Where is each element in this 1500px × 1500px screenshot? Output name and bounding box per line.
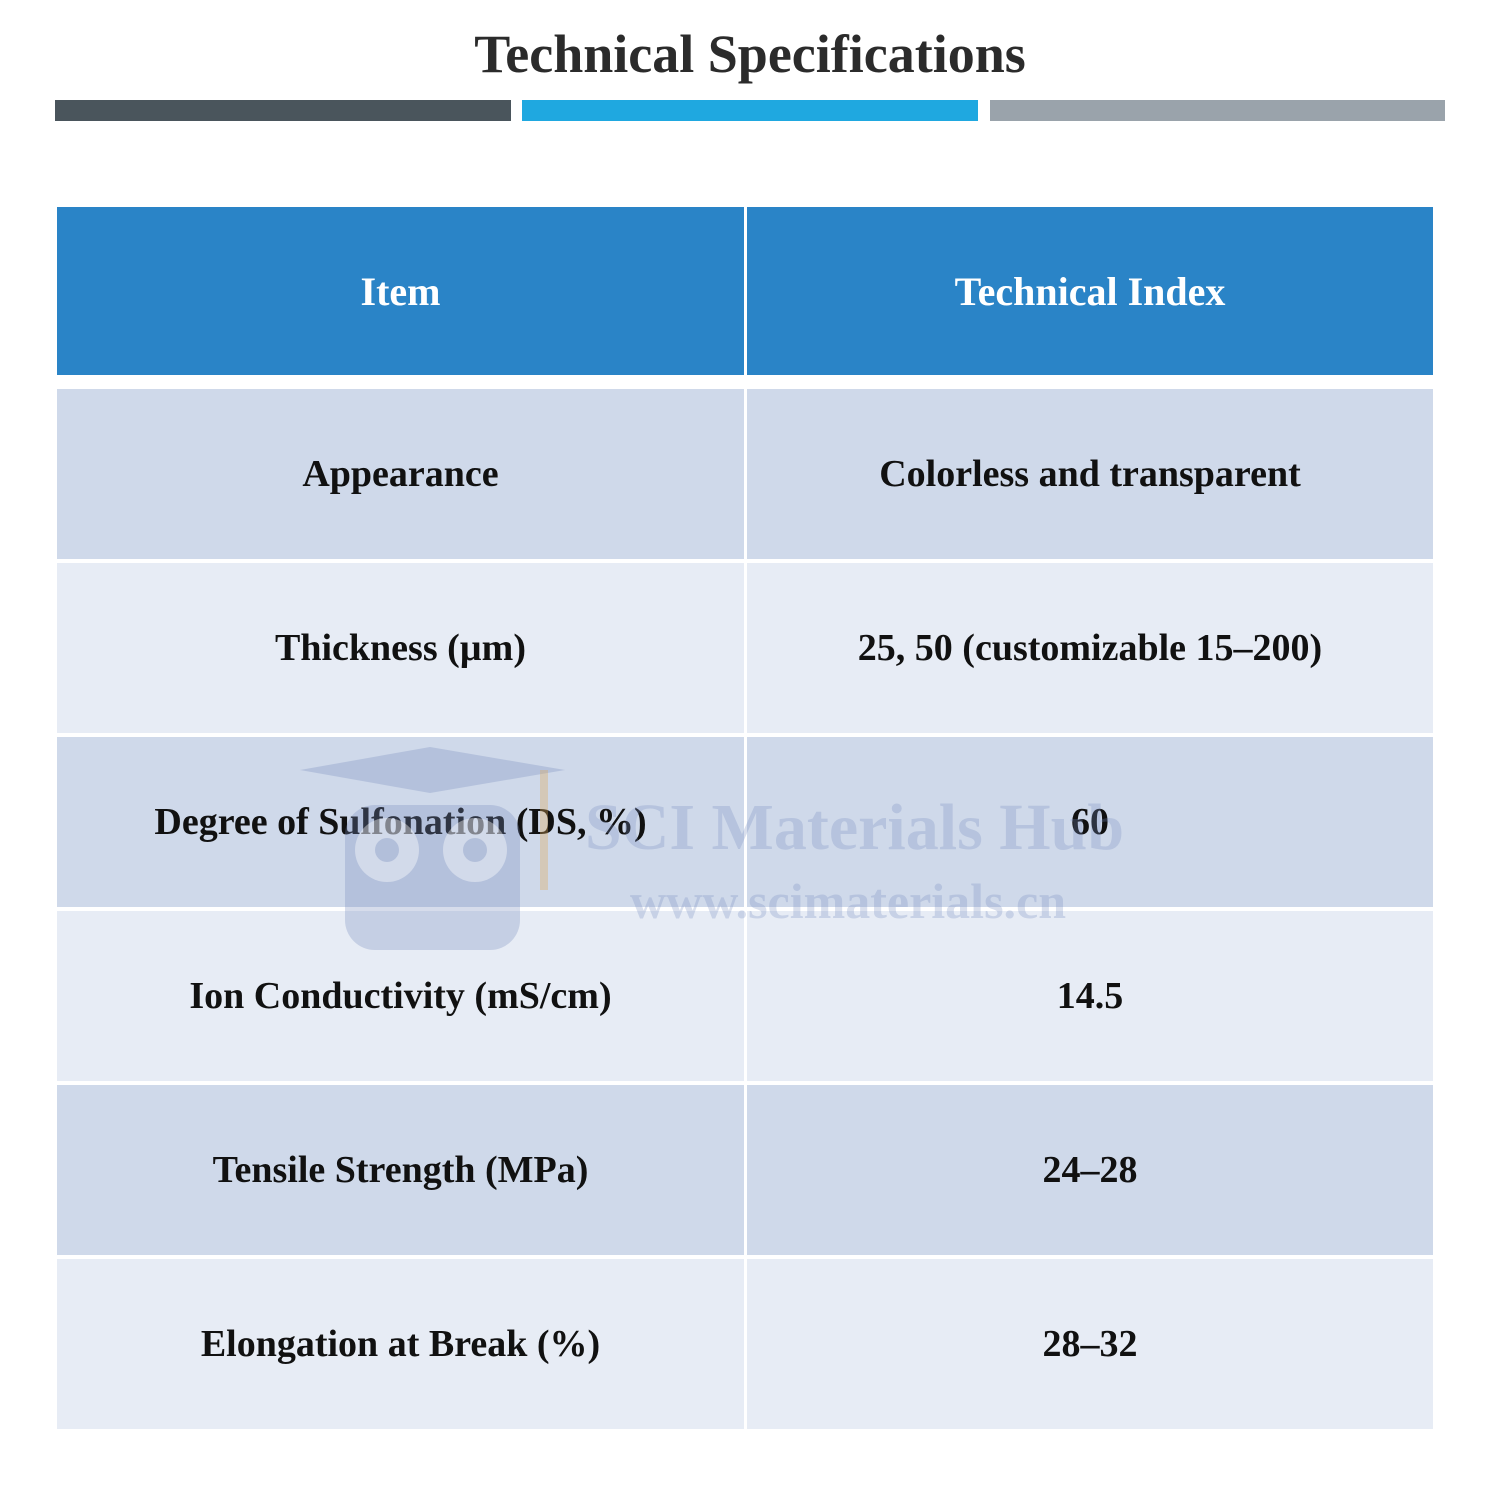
item-cell: Appearance (57, 389, 744, 559)
divider-blue (522, 100, 978, 121)
item-cell: Degree of Sulfonation (DS, %) (57, 737, 744, 907)
index-cell: 14.5 (747, 911, 1433, 1081)
divider-dark (55, 100, 511, 121)
header-cell: Technical Index (747, 207, 1433, 375)
header-cell: Item (57, 207, 744, 375)
divider-gray (990, 100, 1445, 121)
spec-table: Item Technical Index Appearance Colorless a… (57, 207, 1433, 1429)
index-cell: Colorless and transparent (747, 389, 1433, 559)
page-title: Technical Specifications (474, 24, 1026, 84)
index-cell: 60 (747, 737, 1433, 907)
index-cell: 28–32 (747, 1259, 1433, 1429)
header-gap (57, 379, 1433, 385)
item-cell: Tensile Strength (MPa) (57, 1085, 744, 1255)
item-cell: Elongation at Break (%) (57, 1259, 744, 1429)
index-cell: 25, 50 (customizable 15–200) (747, 563, 1433, 733)
item-cell: Ion Conductivity (mS/cm) (57, 911, 744, 1081)
item-cell: Thickness (µm) (57, 563, 744, 733)
index-cell: 24–28 (747, 1085, 1433, 1255)
